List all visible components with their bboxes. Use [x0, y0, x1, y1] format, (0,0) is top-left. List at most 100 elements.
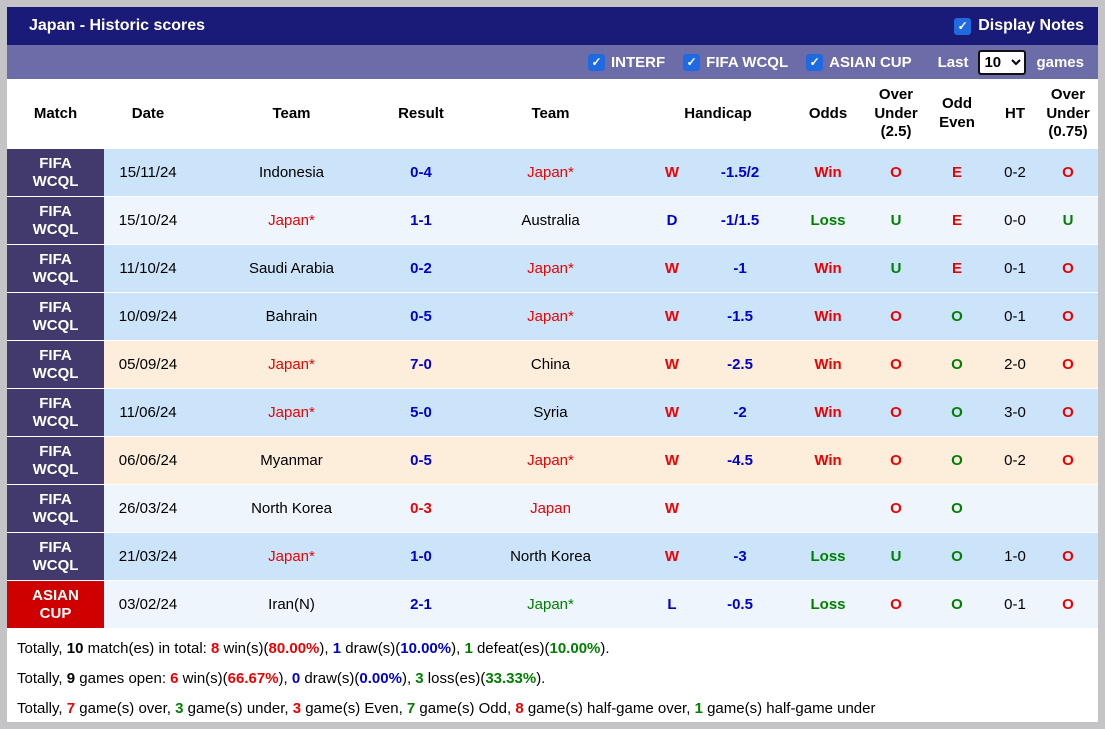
summary-segment: draw(s)(: [300, 670, 360, 687]
odds-cell: Loss: [786, 196, 871, 245]
summary-segment: Totally,: [17, 670, 67, 687]
summary-segment: win(s)(: [219, 640, 269, 657]
filter-bar: ✓ INTERF ✓ FIFA WCQL ✓ ASIAN CUP Last 10 game…: [7, 45, 1098, 79]
filter-label: FIFA WCQL: [706, 53, 789, 71]
summary-segment: ),: [319, 640, 333, 657]
wdl-cell: W: [650, 484, 694, 533]
result-cell: 0-4: [391, 149, 451, 197]
summary-segment: 1: [332, 640, 342, 657]
summary-segment: 3: [292, 700, 302, 717]
match-row: FIFA WCQL 26/03/24 North Korea 0-3 Japan W O O: [7, 484, 1098, 533]
odds-cell: Win: [786, 292, 871, 341]
over-under-075-cell: U: [1038, 196, 1098, 245]
match-cell: FIFA WCQL: [7, 532, 104, 581]
handicap-cell: -1/1.5: [694, 196, 787, 245]
column-header-team: Team: [451, 79, 650, 149]
check-icon: ✓: [591, 55, 602, 69]
display-notes-toggle[interactable]: ✓ Display Notes: [954, 17, 1084, 35]
checkbox[interactable]: ✓: [683, 53, 701, 71]
column-header-over-under-0-75-: Over Under (0.75): [1038, 79, 1098, 149]
summary-segment: 9: [66, 670, 76, 687]
wdl-cell: W: [650, 292, 694, 341]
summary-segment: 0: [291, 670, 301, 687]
competition-badge: ASIAN CUP: [7, 581, 104, 628]
date-cell: 26/03/24: [104, 484, 192, 533]
competition-badge: FIFA WCQL: [7, 437, 104, 484]
summary-segment: 3: [415, 670, 424, 687]
competition-badge: FIFA WCQL: [7, 533, 104, 580]
filter-toggle-interf[interactable]: ✓ INTERF: [588, 53, 665, 71]
column-header-ht: HT: [992, 79, 1039, 149]
filter-toggle-fifa-wcql[interactable]: ✓ FIFA WCQL: [683, 53, 789, 71]
odd-even-cell: E: [922, 149, 993, 197]
match-row: FIFA WCQL 06/06/24 Myanmar 0-5 Japan* W -4.5 Win…: [7, 436, 1098, 485]
result-cell: 7-0: [391, 340, 451, 389]
match-cell: FIFA WCQL: [7, 388, 104, 437]
ht-cell: 0-2: [992, 436, 1039, 485]
checkbox[interactable]: ✓: [806, 53, 824, 71]
summary-line: Totally, 10 match(es) in total: 8 win(s)…: [7, 635, 1098, 665]
ht-cell: 1-0: [992, 532, 1039, 581]
summary-segment: Totally,: [17, 700, 67, 717]
ht-cell: [992, 484, 1039, 533]
summary-segment: game(s) half-game over,: [523, 700, 695, 717]
home-team-cell: Iran(N): [192, 580, 391, 629]
home-team-cell: Japan*: [192, 532, 391, 581]
home-team-cell: Bahrain: [192, 292, 391, 341]
odd-even-cell: O: [922, 580, 993, 629]
result-cell: 0-2: [391, 244, 451, 293]
over-under-075-cell: O: [1038, 340, 1098, 389]
wdl-cell: W: [650, 532, 694, 581]
odds-cell: Win: [786, 244, 871, 293]
summary-segment: game(s) over,: [75, 700, 176, 717]
ht-cell: 2-0: [992, 340, 1039, 389]
wdl-cell: L: [650, 580, 694, 629]
title-bar: Japan - Historic scores ✓ Display Notes: [7, 7, 1098, 45]
result-cell: 1-0: [391, 532, 451, 581]
history-table: Match Date Team Result Team Handicap Odds Over …: [7, 79, 1098, 629]
competition-badge: FIFA WCQL: [7, 245, 104, 292]
games-label: games: [1036, 53, 1084, 71]
ht-cell: 0-0: [992, 196, 1039, 245]
wdl-cell: W: [650, 388, 694, 437]
competition-badge: FIFA WCQL: [7, 341, 104, 388]
over-under-25-cell: O: [870, 580, 923, 629]
home-team-cell: Japan*: [192, 388, 391, 437]
ht-cell: 0-1: [992, 292, 1039, 341]
wdl-cell: W: [650, 244, 694, 293]
home-team-cell: Japan*: [192, 196, 391, 245]
summary-segment: ),: [401, 670, 416, 687]
summary-segment: ).: [600, 640, 610, 657]
check-icon: ✓: [809, 55, 820, 69]
date-cell: 21/03/24: [104, 532, 192, 581]
match-row: FIFA WCQL 15/10/24 Japan* 1-1 Australia D -1/1.…: [7, 196, 1098, 245]
checkbox[interactable]: ✓: [588, 53, 605, 71]
over-under-075-cell: O: [1038, 436, 1098, 485]
away-team-cell: North Korea: [451, 532, 650, 581]
odds-cell: Loss: [786, 580, 871, 629]
over-under-25-cell: O: [870, 292, 923, 341]
over-under-25-cell: U: [870, 196, 923, 245]
date-cell: 03/02/24: [104, 580, 192, 629]
wdl-cell: W: [650, 149, 694, 197]
summary-segment: 10.00%: [400, 640, 452, 657]
table-header: Match Date Team Result Team Handicap Odds Over …: [7, 79, 1098, 149]
odd-even-cell: O: [922, 484, 993, 533]
date-cell: 15/10/24: [104, 196, 192, 245]
summary-segment: draw(s)(: [341, 640, 401, 657]
result-cell: 5-0: [391, 388, 451, 437]
match-cell: FIFA WCQL: [7, 244, 104, 293]
match-row: ASIAN CUP 03/02/24 Iran(N) 2-1 Japan* L -0.5 Los…: [7, 580, 1098, 629]
ht-cell: 0-1: [992, 580, 1039, 629]
last-label: Last: [937, 53, 969, 71]
summary-segment: ).: [536, 670, 546, 687]
competition-badge: FIFA WCQL: [7, 485, 104, 532]
column-header-handicap: Handicap: [650, 79, 787, 149]
summary-segment: 8: [515, 700, 524, 717]
display-notes-checkbox[interactable]: ✓: [954, 17, 972, 35]
odd-even-cell: O: [922, 340, 993, 389]
filter-toggle-asian-cup[interactable]: ✓ ASIAN CUP: [806, 53, 912, 71]
away-team-cell: Japan*: [451, 436, 650, 485]
last-games-select[interactable]: 10: [978, 49, 1027, 75]
